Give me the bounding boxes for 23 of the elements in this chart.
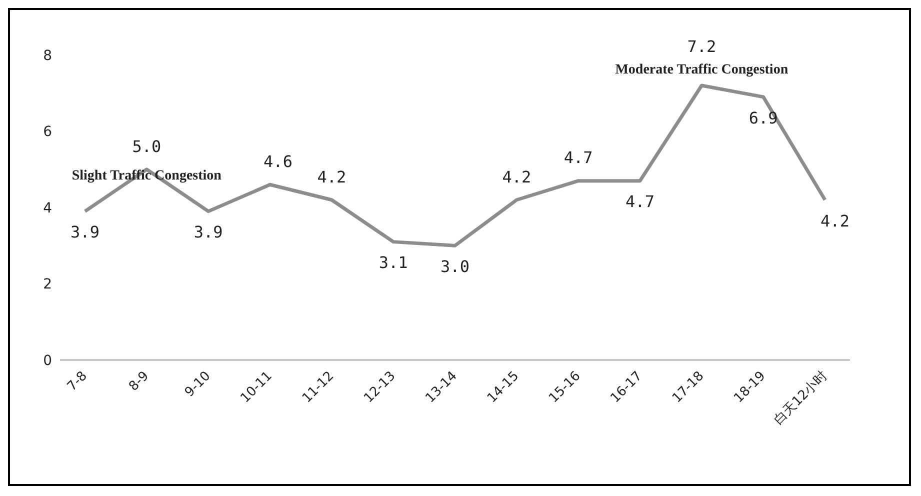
data-label: 3.9 xyxy=(194,222,223,242)
data-label: 4.7 xyxy=(564,148,593,168)
y-tick-label: 6 xyxy=(43,124,52,140)
data-label: 4.2 xyxy=(820,211,850,230)
data-label: 4.6 xyxy=(264,152,292,171)
data-label: 3.1 xyxy=(378,253,408,272)
y-tick-label: 8 xyxy=(43,48,52,64)
annotation: Slight Traffic Congestion xyxy=(72,168,222,184)
data-label: 3.0 xyxy=(440,257,470,276)
data-label: 6.9 xyxy=(748,108,778,128)
data-label: 3.9 xyxy=(70,222,100,242)
data-label: 5.0 xyxy=(132,136,162,156)
y-tick-label: 4 xyxy=(43,200,52,216)
x-tick-label: 7-8 xyxy=(64,368,90,394)
data-label: 7.2 xyxy=(687,36,716,56)
annotation: Moderate Traffic Congestion xyxy=(615,62,788,78)
data-label: 4.2 xyxy=(502,167,532,186)
data-label: 4.2 xyxy=(317,167,346,186)
y-tick-label: 0 xyxy=(43,352,52,369)
x-tick-label: 8-9 xyxy=(126,368,152,394)
data-label: 4.7 xyxy=(626,192,654,212)
y-tick-label: 2 xyxy=(43,276,52,293)
x-tick-label: 白天12小时 xyxy=(771,368,830,428)
